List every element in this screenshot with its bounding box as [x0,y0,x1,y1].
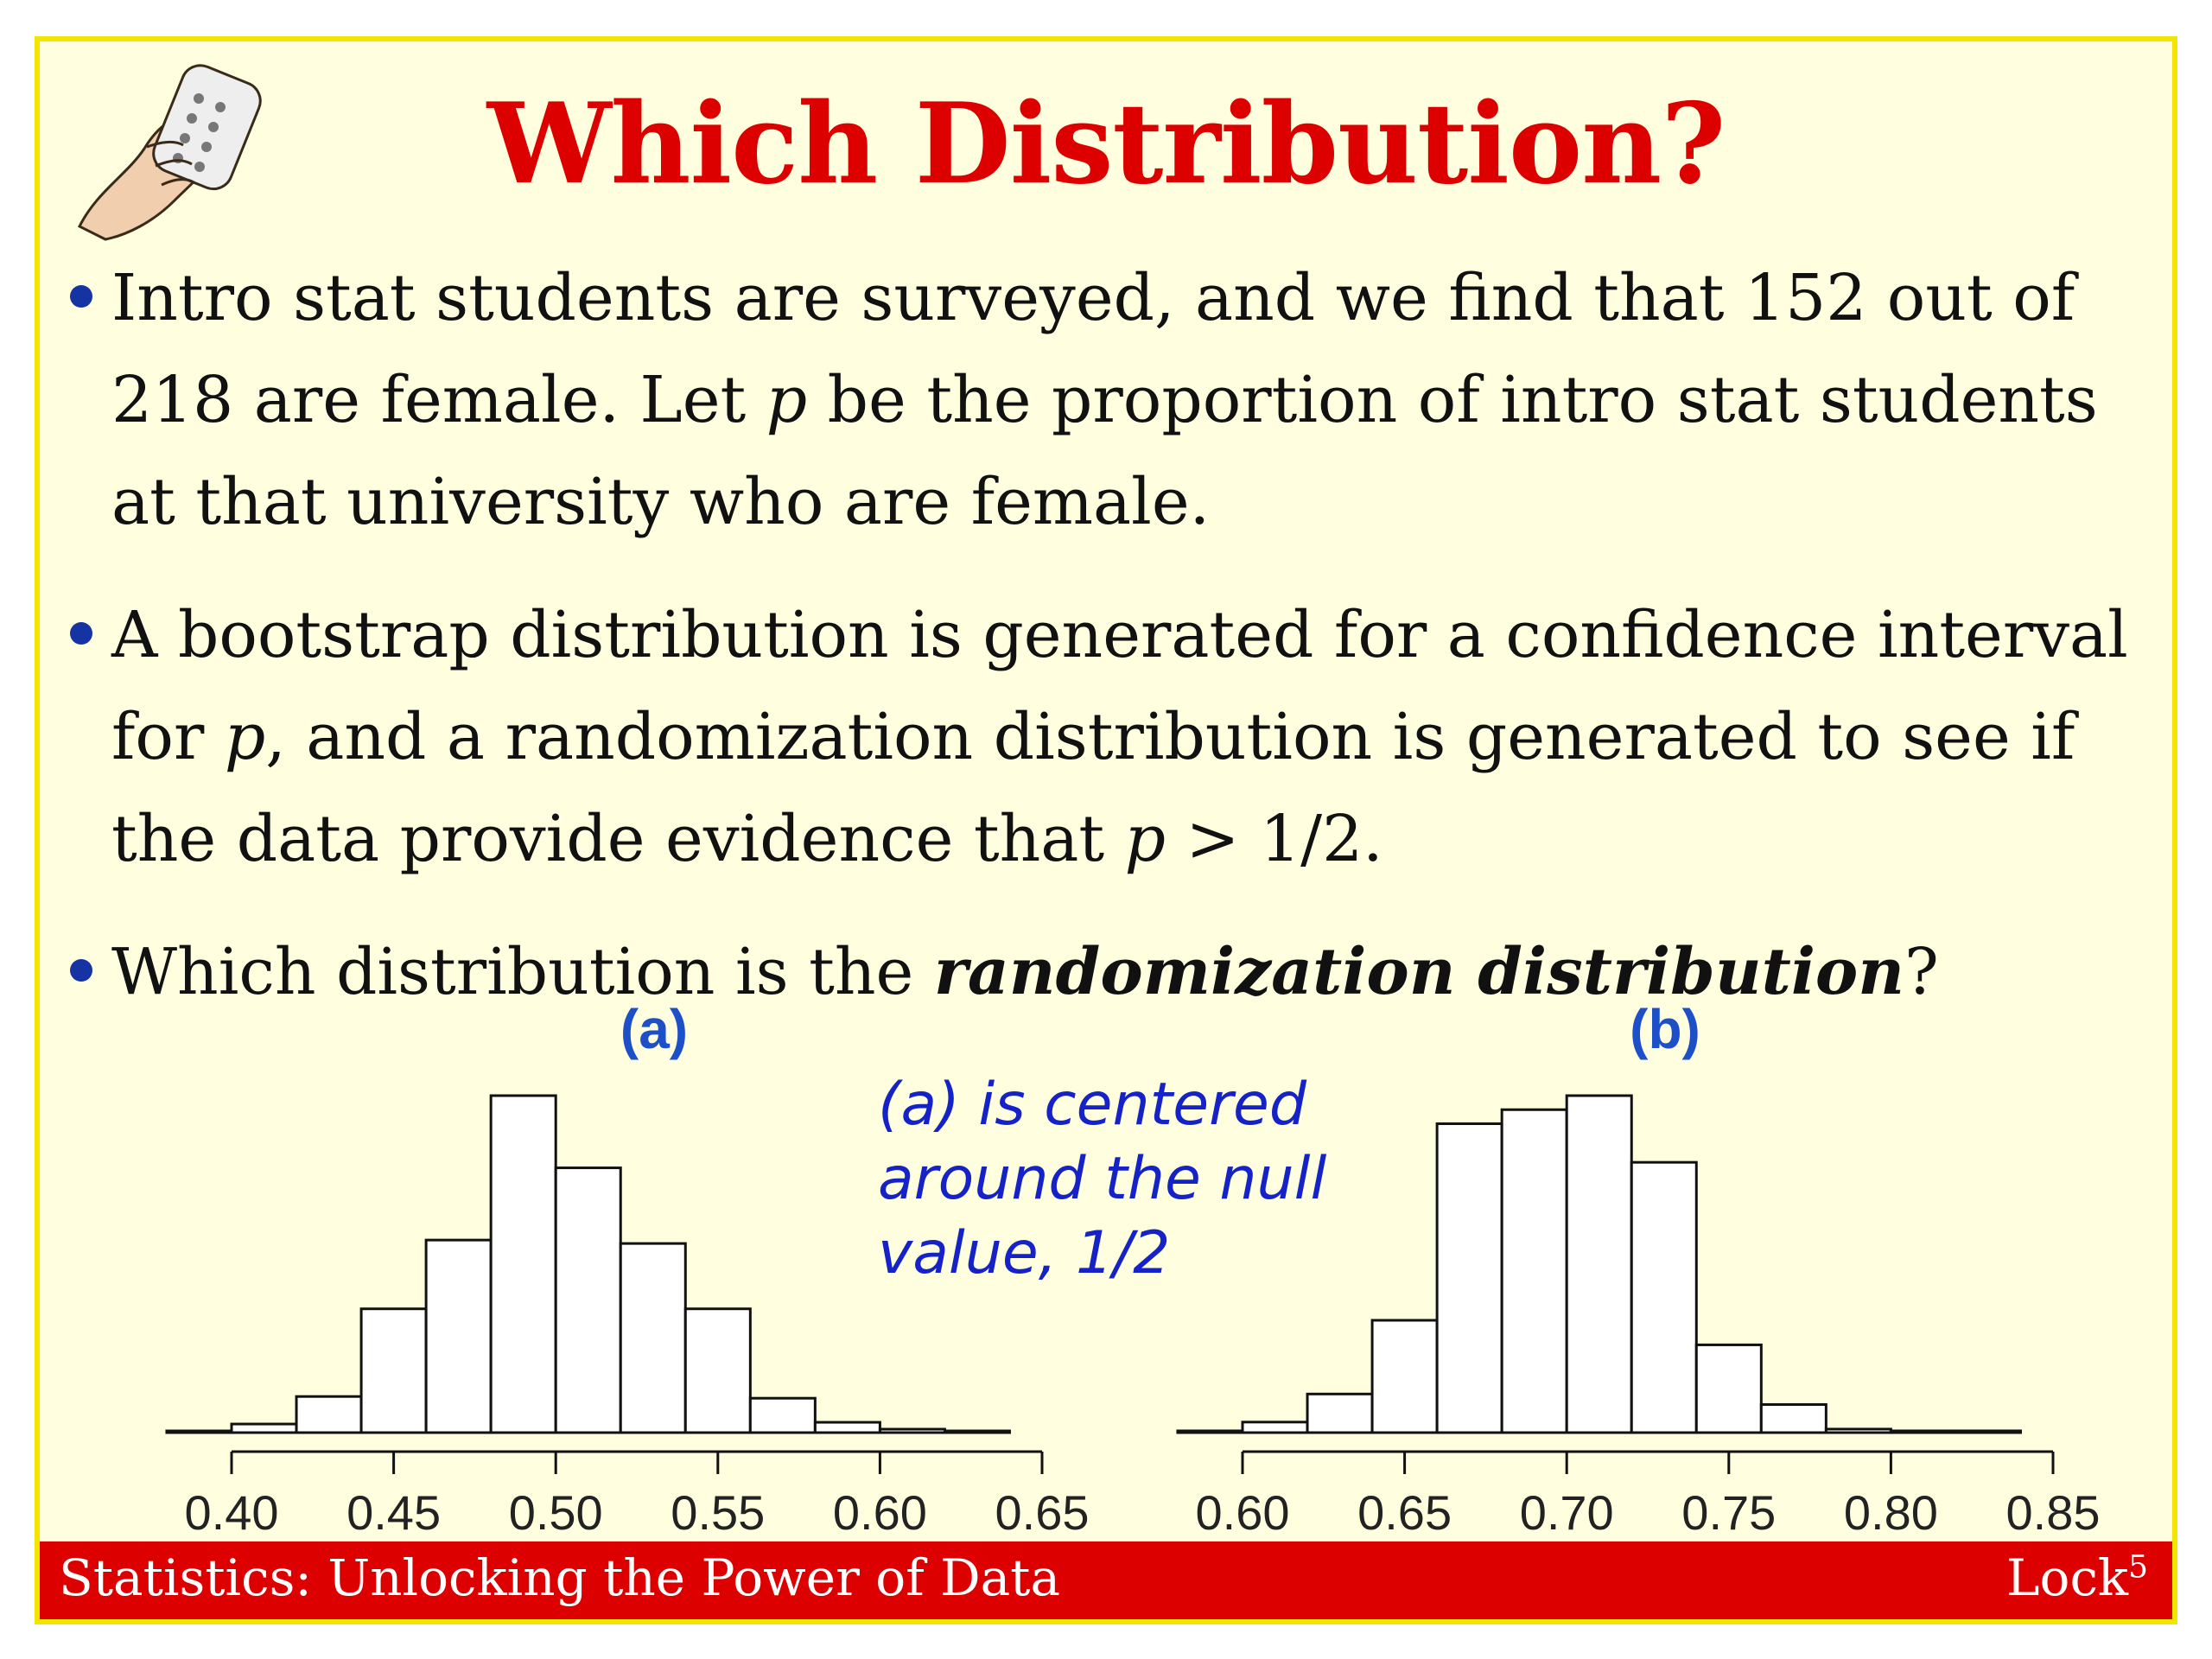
histogram-bar [1370,1319,1439,1434]
histogram-bar [1176,1429,1244,1434]
footer-author: Lock5 [2006,1548,2148,1607]
footer-author-name: Lock [2006,1548,2129,1607]
x-tick-label: 0.85 [2006,1485,2101,1540]
bullet-text-run: be the proportion of intro stat students… [111,363,2098,539]
histogram-panel-label: (b) [1630,998,1700,1060]
x-tick-label: 0.45 [346,1485,441,1540]
histogram-bar [165,1429,233,1434]
histogram-bar [748,1396,817,1434]
histogram-bar [813,1421,881,1434]
x-tick-label: 0.65 [1357,1485,1452,1540]
x-tick-label: 0.80 [1844,1485,1938,1540]
histogram-a: (a) 0.40 0.45 0.50 0.55 0.60 0.65 [165,998,1090,1540]
hand-holding-clicker-icon [77,64,262,241]
histogram-bar [359,1307,428,1434]
histogram-bar [1630,1160,1698,1434]
histogram-bar [683,1307,752,1434]
histogram-bar [878,1427,946,1434]
annotation-line: around the null [878,1145,1327,1213]
histogram-bar [1954,1429,2022,1434]
histogram-bar [1694,1343,1763,1434]
histogram-bar [554,1166,622,1434]
footer-author-superscript: 5 [2128,1549,2148,1586]
x-tick-label: 0.60 [1196,1485,1290,1540]
histogram-bar [619,1242,687,1434]
footer-bar: Statistics: Unlocking the Power of Data … [40,1541,2172,1619]
histogram-bar [1306,1392,1374,1434]
bullet-text-run: p [1124,802,1166,876]
histogram-bar [424,1238,493,1434]
x-tick-label: 0.60 [833,1485,927,1540]
histogram-bar [1500,1108,1568,1434]
histogram-b: (b) 0.60 0.65 0.70 0.75 0.80 0.85 [1176,998,2101,1540]
annotation-line: value, 1/2 [878,1219,1171,1287]
slide-title: Which Distribution? [486,79,1726,209]
handwritten-annotation: (a) is centered around the null value, 1… [878,1068,1483,1291]
histogram-panel-label: (a) [620,998,688,1060]
x-tick-label: 0.40 [185,1485,279,1540]
bullet-text-run: ? [1904,935,1939,1009]
bullet-dot [70,622,92,645]
x-tick-label: 0.75 [1681,1485,1776,1540]
histogram-charts: (a) 0.40 0.45 0.50 0.55 0.60 0.65 (b) 0.60 0.65 0.… [165,998,2101,1540]
annotation-line: (a) is centered [878,1071,1307,1139]
histogram-bar [1824,1427,1892,1434]
histogram-bar [1241,1421,1309,1434]
bullet-text-run: , and a randomization distribution is ge… [111,700,2075,876]
bullet-text-run: A bootstrap distribution is generated fo… [111,598,2128,774]
x-tick-label: 0.65 [995,1485,1090,1540]
bullet-text: A bootstrap distribution is generated fo… [111,584,2159,890]
bullet-dot [70,285,92,308]
bullet-text: Intro stat students are surveyed, and we… [111,247,2159,553]
footer-course-title: Statistics: Unlocking the Power of Data [59,1548,1061,1607]
histogram-bar [230,1422,298,1434]
x-tick-label: 0.70 [1520,1485,1614,1540]
x-tick-label: 0.55 [671,1485,765,1540]
bullet-text-run: Which distribution is the [111,935,934,1009]
histogram-bar [295,1395,363,1434]
histogram-bar [943,1429,1011,1434]
histogram-bar [1435,1122,1503,1434]
bullet-text-run: Intro stat students are surveyed, and we… [111,261,2075,437]
bullet-dot [70,959,92,982]
histogram-bar [1759,1403,1827,1434]
x-tick-label: 0.50 [509,1485,603,1540]
histogram-bar [1565,1094,1633,1434]
histogram-bar [489,1094,557,1434]
bullet-text-run: p [766,363,808,437]
bullet-text-run: > 1/2. [1166,802,1383,876]
slide: Which Distribution? Intro stat students … [35,36,2177,1624]
histogram-bar [1889,1429,1957,1434]
bullet-text-run-emphasis: randomization distribution [933,935,1905,1009]
bullet-text-run: p [224,700,266,774]
bullet-text: Which distribution is the randomization … [111,921,2159,1023]
